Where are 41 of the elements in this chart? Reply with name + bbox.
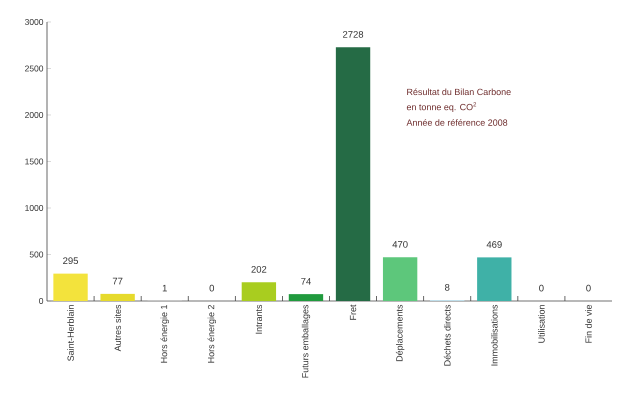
x-tick-label: Immobilisations bbox=[491, 304, 498, 366]
x-tick-label: Intrants bbox=[256, 304, 262, 334]
data-label: 202 bbox=[251, 266, 266, 273]
annotation: en tonne eq. CO$^{2}$ bbox=[406, 102, 476, 112]
x-tick-label: Utilisation bbox=[538, 305, 545, 343]
x-tick-label: Futurs emballages bbox=[302, 304, 310, 378]
data-label: 295 bbox=[63, 257, 78, 264]
annotation: Résultat du Bilan Carbone bbox=[407, 88, 511, 96]
bar bbox=[336, 47, 370, 301]
annotation: Année de référence 2008 bbox=[406, 119, 508, 126]
y-tick-label: 2500 bbox=[25, 66, 44, 72]
y-tick-label: 500 bbox=[30, 252, 44, 258]
data-label: 0 bbox=[539, 284, 544, 292]
data-label: 1 bbox=[162, 284, 167, 292]
bar bbox=[288, 294, 324, 301]
bar bbox=[382, 257, 418, 301]
bar bbox=[477, 257, 512, 301]
data-label: 77 bbox=[112, 278, 122, 284]
x-tick-label: Fret bbox=[350, 304, 356, 320]
y-tick-label: 0 bbox=[39, 298, 44, 304]
x-tick-label: Autres sites bbox=[114, 304, 121, 352]
x-tick-label: Hors énergie 2 bbox=[208, 304, 216, 363]
y-tick-label: 3000 bbox=[24, 19, 44, 25]
data-label: 74 bbox=[301, 278, 311, 285]
data-label: 469 bbox=[486, 241, 502, 248]
x-tick-label: Saint-Herblain bbox=[67, 305, 74, 361]
data-label: 0 bbox=[586, 284, 591, 292]
bar bbox=[242, 282, 276, 301]
data-label: 8 bbox=[444, 284, 450, 291]
data-label: 2728 bbox=[342, 31, 364, 38]
x-tick-label: Fin de vie bbox=[585, 304, 592, 343]
bar bbox=[53, 274, 88, 301]
data-label: 0 bbox=[210, 284, 214, 292]
bar bbox=[100, 294, 135, 301]
y-tick-label: 2000 bbox=[25, 112, 44, 118]
x-tick-label: Déchets directs bbox=[444, 304, 451, 366]
x-tick-label: Hors énergie 1 bbox=[160, 304, 169, 363]
data-label: 470 bbox=[392, 241, 408, 248]
y-tick-label: 1000 bbox=[25, 205, 44, 211]
y-tick-label: 1500 bbox=[25, 158, 44, 164]
x-tick-label: Déplacements bbox=[396, 304, 404, 362]
